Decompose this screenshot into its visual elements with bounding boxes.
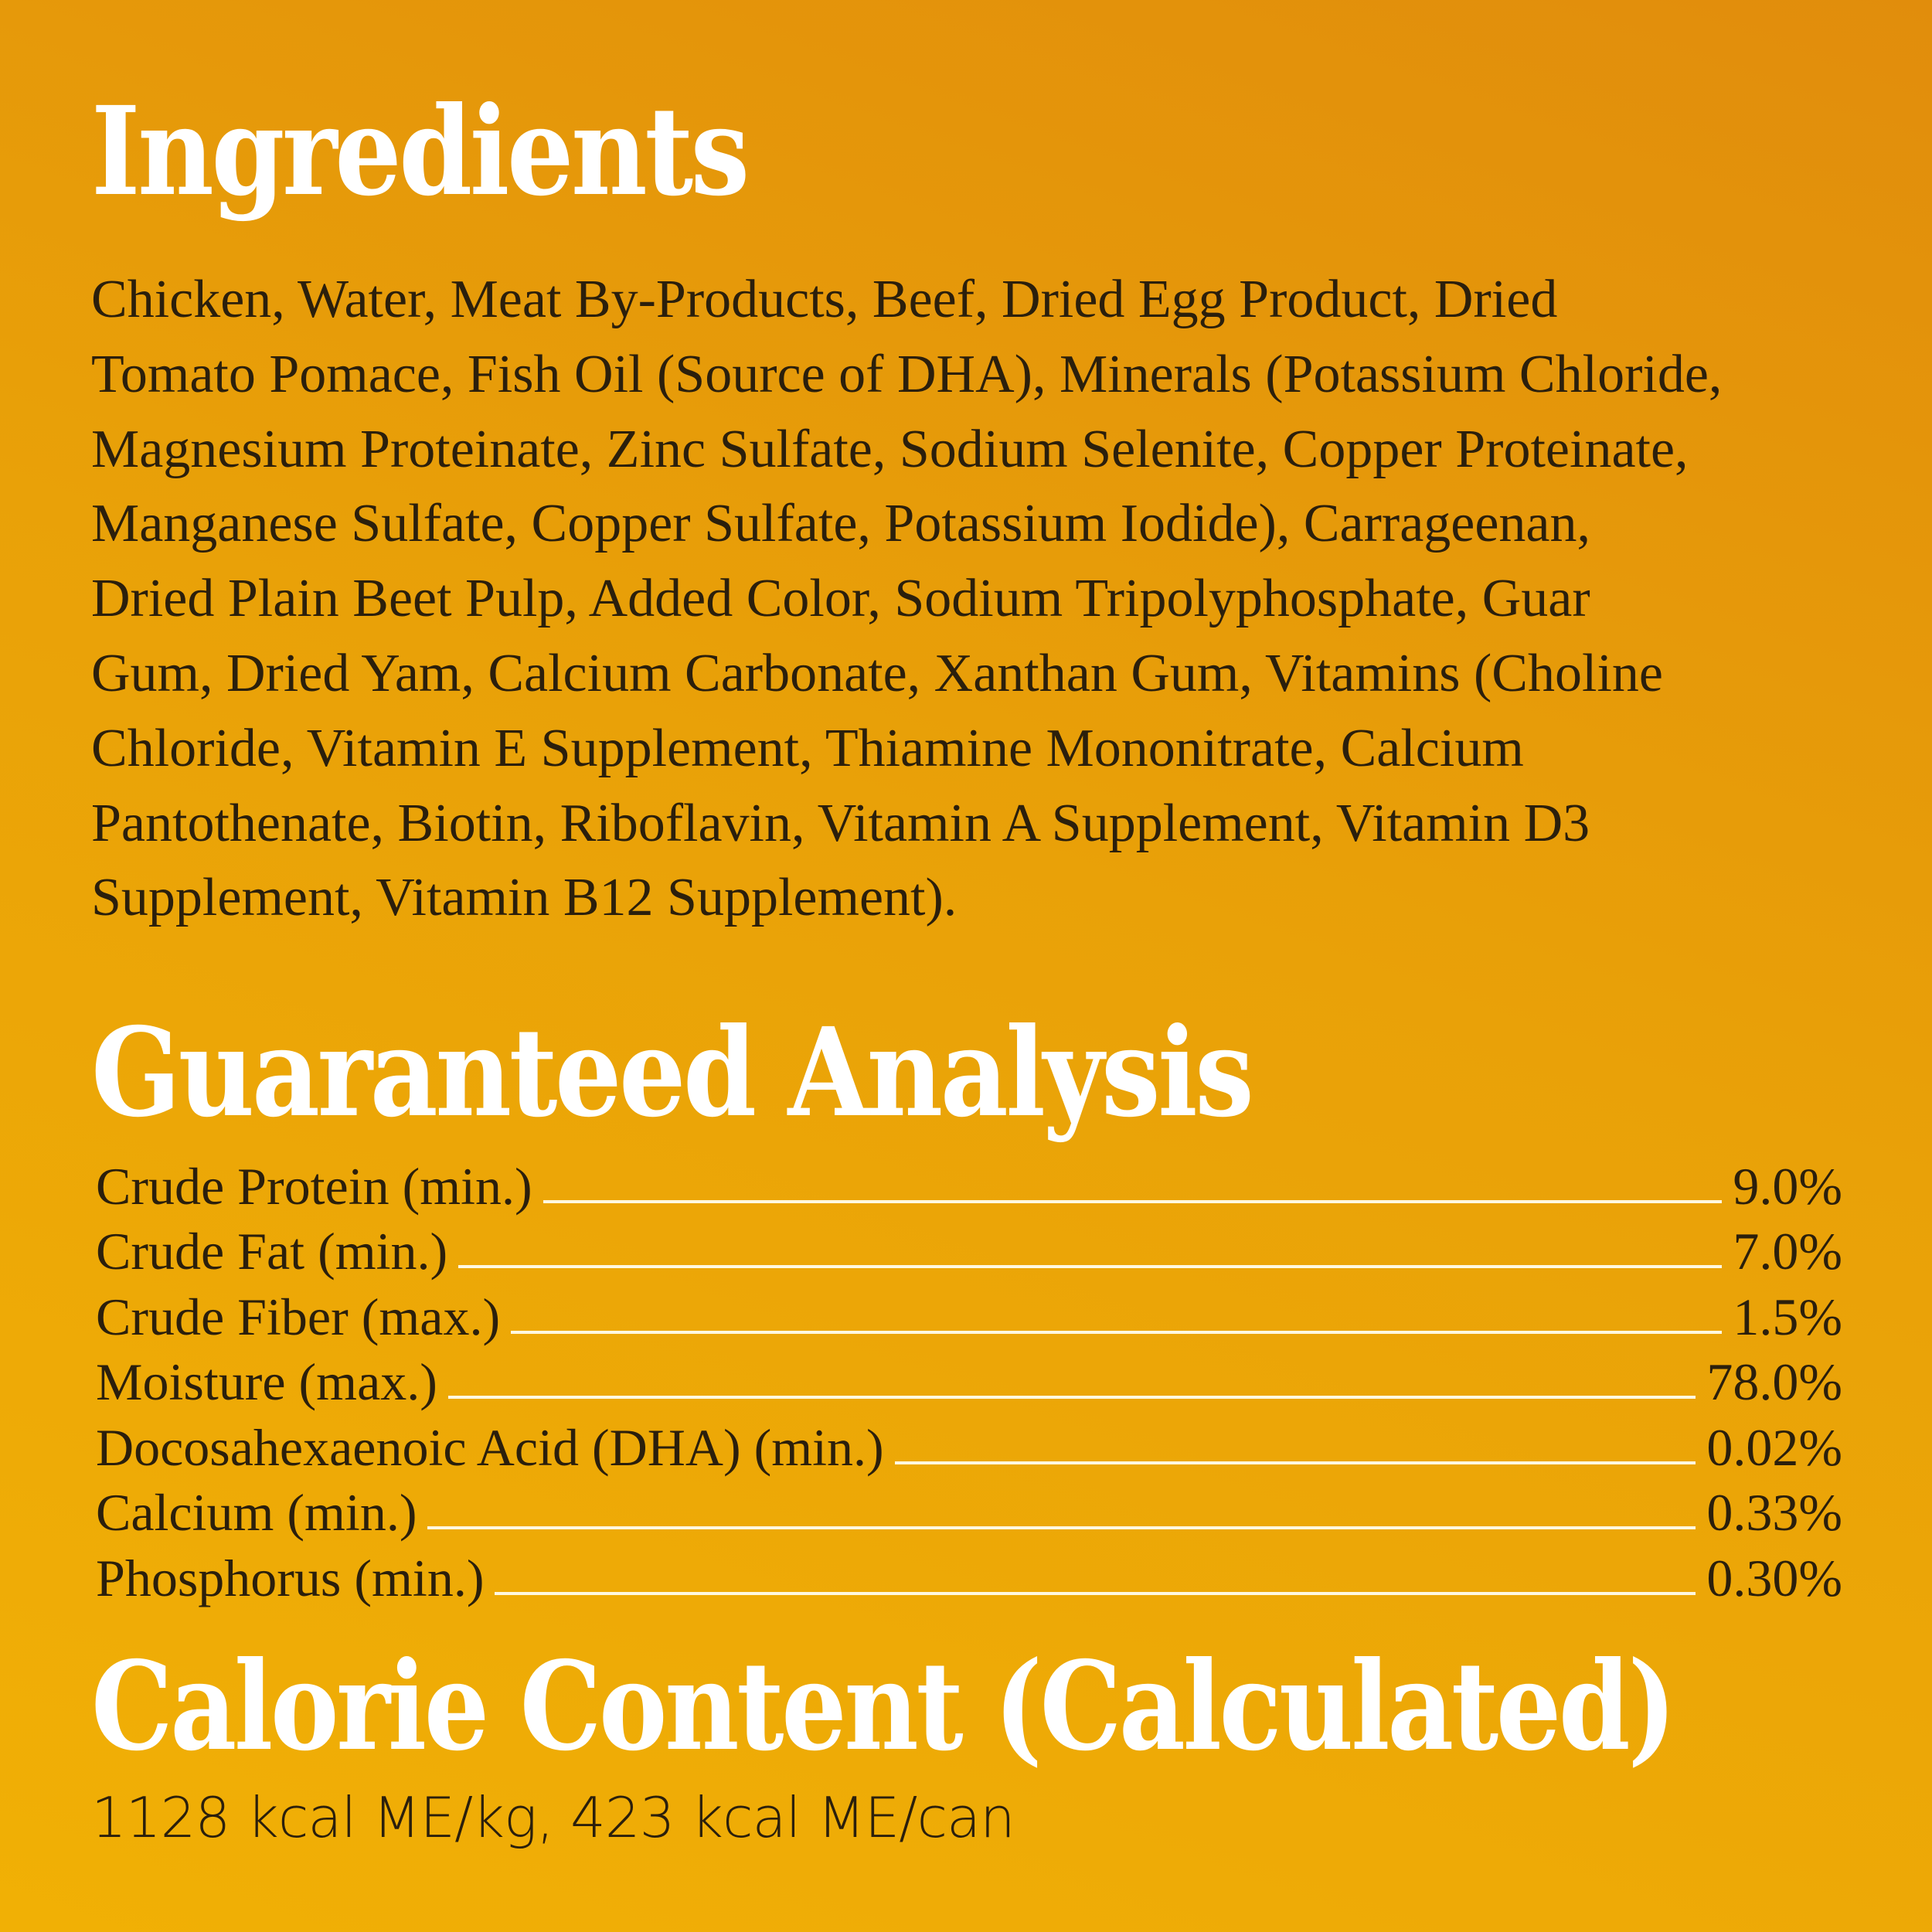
analysis-value: 7.0% xyxy=(1733,1222,1842,1281)
calorie-content-heading: Calorie Content (Calculated) xyxy=(91,1635,1676,1778)
analysis-label: Crude Protein (min.) xyxy=(96,1156,532,1216)
ingredients-line: Gum, Dried Yam, Calcium Carbonate, Xanth… xyxy=(91,643,1663,703)
analysis-value: 1.5% xyxy=(1733,1287,1842,1346)
calorie-content-text: 1128 kcal ME/kg, 423 kcal ME/can xyxy=(91,1785,1015,1850)
analysis-row: Moisture (max.) 78.0% xyxy=(96,1348,1842,1413)
analysis-table: Crude Protein (min.) 9.0% Crude Fat (min.… xyxy=(96,1151,1842,1609)
analysis-row: Crude Fiber (max.) 1.5% xyxy=(96,1282,1842,1348)
analysis-row: Crude Protein (min.) 9.0% xyxy=(96,1151,1842,1217)
analysis-row: Crude Fat (min.) 7.0% xyxy=(96,1217,1842,1283)
analysis-label: Calcium (min.) xyxy=(96,1483,417,1542)
analysis-row: Phosphorus (min.) 0.30% xyxy=(96,1543,1842,1609)
leader-rule xyxy=(495,1591,1696,1595)
leader-rule xyxy=(458,1265,1723,1268)
analysis-value: 0.02% xyxy=(1706,1417,1842,1477)
leader-rule xyxy=(543,1199,1723,1203)
leader-rule xyxy=(511,1330,1723,1334)
analysis-row: Docosahexaenoic Acid (DHA) (min.) 0.02% xyxy=(96,1413,1842,1478)
analysis-label: Phosphorus (min.) xyxy=(96,1548,485,1607)
leader-rule xyxy=(427,1526,1696,1529)
guaranteed-analysis-heading: Guaranteed Analysis xyxy=(91,1002,1254,1145)
analysis-label: Docosahexaenoic Acid (DHA) (min.) xyxy=(96,1417,884,1477)
ingredients-line: Magnesium Proteinate, Zinc Sulfate, Sodi… xyxy=(91,419,1689,479)
ingredients-line: Manganese Sulfate, Copper Sulfate, Potas… xyxy=(91,494,1591,554)
ingredients-text: Chicken, Water, Meat By-Products, Beef, … xyxy=(91,263,1722,936)
analysis-value: 0.33% xyxy=(1706,1483,1842,1542)
analysis-row: Calcium (min.) 0.33% xyxy=(96,1478,1842,1544)
analysis-value: 78.0% xyxy=(1706,1352,1842,1411)
ingredients-line: Chicken, Water, Meat By-Products, Beef, … xyxy=(91,270,1558,329)
analysis-value: 9.0% xyxy=(1733,1156,1842,1216)
leader-rule xyxy=(447,1396,1696,1399)
ingredients-line: Dried Plain Beet Pulp, Added Color, Sodi… xyxy=(91,569,1590,629)
leader-rule xyxy=(894,1461,1696,1464)
ingredients-line: Supplement, Vitamin B12 Supplement). xyxy=(91,868,957,928)
analysis-label: Moisture (max.) xyxy=(96,1352,437,1411)
analysis-label: Crude Fat (min.) xyxy=(96,1222,448,1281)
analysis-value: 0.30% xyxy=(1706,1548,1842,1607)
analysis-label: Crude Fiber (max.) xyxy=(96,1287,501,1346)
ingredients-heading: Ingredients xyxy=(91,80,750,223)
ingredients-line: Tomato Pomace, Fish Oil (Source of DHA),… xyxy=(91,344,1723,404)
ingredients-line: Chloride, Vitamin E Supplement, Thiamine… xyxy=(91,718,1524,778)
ingredients-line: Pantothenate, Biotin, Riboflavin, Vitami… xyxy=(91,793,1590,853)
